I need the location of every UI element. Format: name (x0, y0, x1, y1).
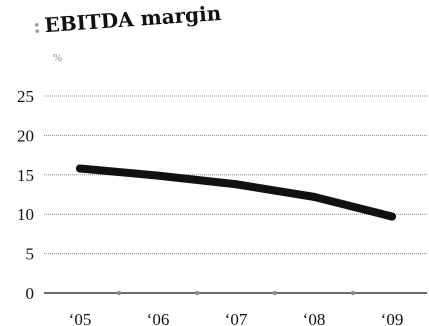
x-tick-label: ‘07 (225, 310, 248, 326)
x-tick-label: ‘08 (303, 310, 326, 326)
data-point (76, 164, 84, 173)
data-point (388, 212, 396, 221)
data-point (232, 180, 240, 189)
series-line (76, 164, 396, 221)
x-minor-tick (116, 290, 122, 296)
x-tick-label: ‘09 (381, 310, 404, 326)
x-tick-label: ‘06 (147, 310, 170, 326)
x-minor-tick (272, 290, 278, 296)
y-tick-label: 10 (17, 205, 34, 224)
y-tick-label: 20 (17, 126, 34, 145)
x-tick-label: ‘05 (69, 310, 92, 326)
x-minor-tick (194, 290, 200, 296)
y-tick-label: 5 (26, 245, 35, 264)
unit-label: % (53, 52, 63, 64)
y-tick-label: 0 (26, 284, 35, 303)
data-point (310, 192, 318, 201)
y-tick-label: 15 (17, 166, 34, 185)
data-point (154, 171, 162, 180)
x-minor-tick (350, 290, 356, 296)
y-tick-label: 25 (17, 87, 34, 106)
